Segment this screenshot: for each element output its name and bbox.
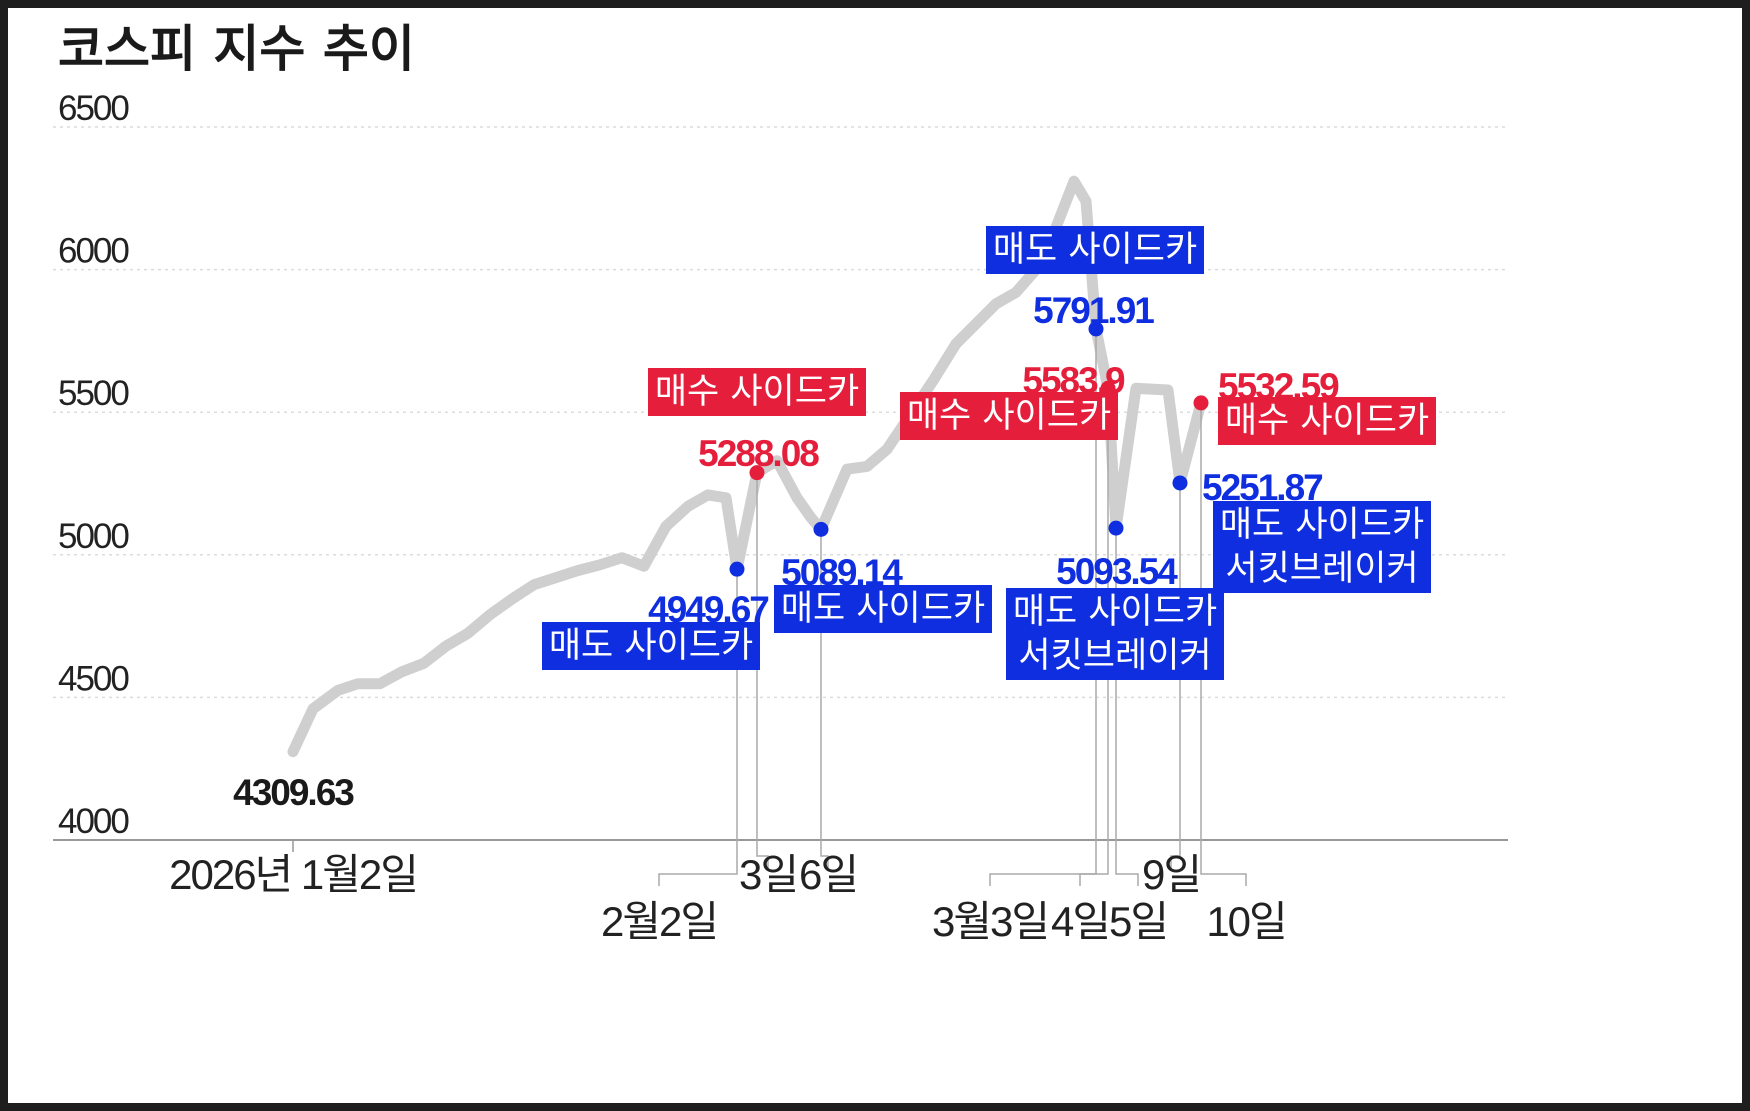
buy-sidecar-label: 매수 사이드카: [907, 396, 1111, 436]
data-point-sell: [1108, 520, 1124, 536]
y-tick-label: 4500: [58, 659, 129, 698]
data-label-value: 5791.91: [1033, 290, 1154, 331]
data-label-value: 5093.54: [1056, 551, 1178, 592]
x-tick-label: 3월3일: [932, 898, 1048, 945]
kospi-series-line: [287, 175, 1207, 758]
data-point-sell: [813, 521, 829, 537]
buy-sidecar-label: 매수 사이드카: [1225, 401, 1429, 441]
chart-frame: 코스피 지수 추이 6500 6000 5500 5000 4500 4000 4309.…: [8, 8, 1742, 1103]
x-tick-label: 3일: [739, 851, 797, 898]
sell-sidecar-label: 서킷브레이커: [1225, 549, 1418, 589]
x-tick-label: 5일: [1109, 898, 1167, 945]
chart-title: 코스피 지수 추이: [58, 20, 415, 78]
y-tick-label: 4000: [58, 802, 129, 841]
y-tick-label: 6000: [58, 232, 129, 271]
y-tick-label: 5000: [58, 517, 129, 556]
sidecar-badge-box: [1218, 397, 1436, 445]
x-tick-label: 2월2일: [601, 898, 717, 945]
x-label-connector: [1115, 840, 1139, 886]
x-label-connector: [756, 840, 769, 868]
sidecar-badge-box: [986, 226, 1204, 274]
sell-sidecar-label: 매도 사이드카: [993, 230, 1197, 270]
data-point-sell: [1088, 321, 1104, 337]
x-tick-label: 10일: [1206, 898, 1285, 945]
x-tick-label: 4일: [1051, 898, 1109, 945]
x-label-connector: [1170, 840, 1181, 868]
sidecar-badge-box: [648, 368, 866, 416]
x-tick-label: 9일: [1142, 851, 1200, 898]
sell-sidecar-label: 서킷브레이커: [1018, 636, 1211, 676]
kospi-chart: 코스피 지수 추이 6500 6000 5500 5000 4500 4000 4309.…: [53, 20, 1508, 945]
sidecar-badge-box: [774, 585, 992, 633]
x-tick-label: 2026년 1월2일: [169, 851, 417, 898]
data-point-buy: [1193, 395, 1209, 411]
data-label-value: 5288.08: [698, 433, 819, 474]
x-label-connector: [989, 840, 1097, 886]
x-label-connector: [1200, 840, 1247, 886]
sidecar-badge-box: [542, 622, 760, 670]
sell-sidecar-label: 매도 사이드카: [549, 626, 753, 666]
data-label-value: 4309.63: [233, 772, 354, 813]
y-tick-label: 5500: [58, 374, 129, 413]
series-line-layer: [287, 175, 1207, 758]
sidecar-badge-box: [1213, 501, 1431, 593]
x-label-connector: [1079, 840, 1109, 886]
buy-sidecar-label: 매수 사이드카: [655, 372, 859, 412]
data-point-sell: [1172, 475, 1188, 491]
data-point-sell: [729, 561, 745, 577]
x-label-connector: [820, 840, 829, 868]
x-label-connector: [658, 840, 738, 886]
x-tick-label: 6일: [799, 851, 857, 898]
sell-sidecar-label: 매도 사이드카: [781, 589, 985, 629]
sidecar-badge-box: [1006, 588, 1224, 680]
data-point-buy: [749, 465, 765, 481]
y-tick-label: 6500: [58, 89, 129, 128]
sell-sidecar-label: 매도 사이드카: [1013, 592, 1217, 632]
sidecar-badge-box: [900, 392, 1118, 440]
sell-sidecar-label: 매도 사이드카: [1220, 505, 1424, 545]
